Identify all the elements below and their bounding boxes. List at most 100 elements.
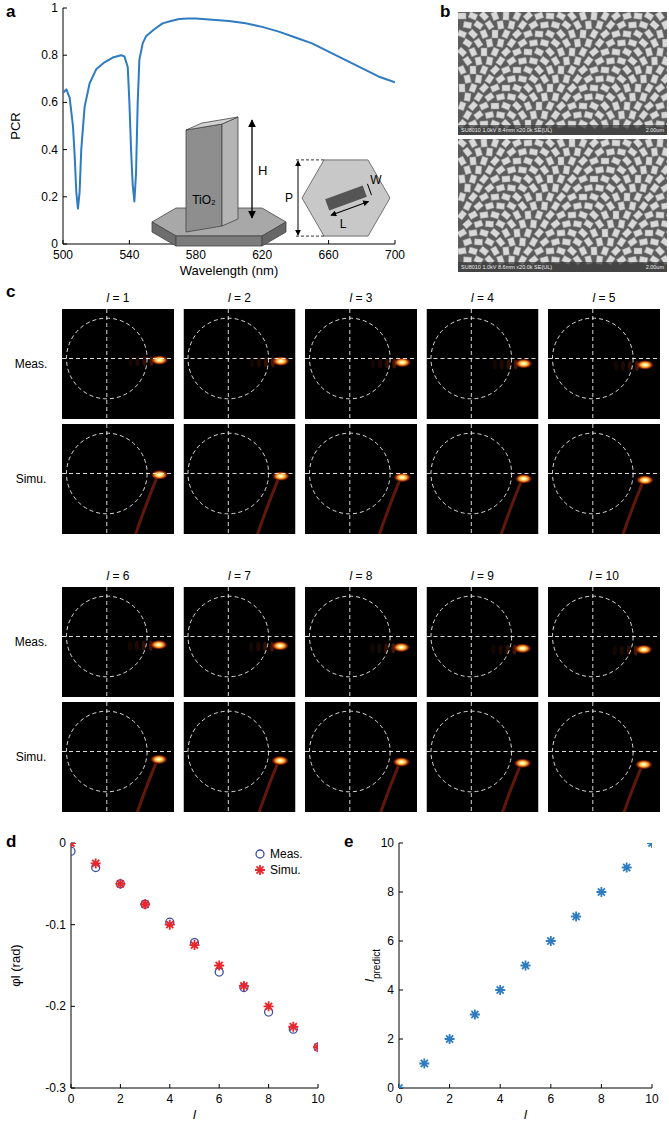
- fringe: [371, 358, 375, 368]
- focal-spot: [393, 357, 411, 367]
- sem-pillar: [479, 102, 489, 111]
- sem-pillar: [556, 247, 566, 255]
- sem-pillar: [590, 176, 598, 182]
- y-tick-label: 6: [387, 934, 394, 948]
- sem-pillar: [591, 12, 598, 20]
- sem-pillar: [545, 229, 555, 238]
- sem-pillar: [546, 192, 554, 202]
- sem-pillar: [617, 237, 626, 247]
- scale-tick: [619, 260, 620, 262]
- sem-pillar: [524, 101, 533, 111]
- image-title: l = 3: [349, 291, 372, 305]
- crosshair: [548, 473, 660, 474]
- sem-pillar: [639, 110, 649, 120]
- fringe: [506, 644, 510, 654]
- y-tick-label: 1: [51, 1, 58, 15]
- sem-pillar: [501, 193, 510, 201]
- sem-pillar: [530, 111, 537, 120]
- focal-spot: [272, 356, 290, 366]
- sem-pillar: [595, 166, 604, 173]
- sem-pillar: [562, 110, 572, 119]
- sem-pillar: [628, 22, 636, 29]
- sem-pillar: [557, 83, 566, 93]
- sem-pillar: [481, 139, 488, 147]
- sem-pillar: [568, 212, 576, 218]
- y-tick-label: 4: [387, 983, 394, 997]
- y-tick: [71, 1088, 75, 1089]
- sem-pillar: [622, 47, 632, 56]
- image-background: [62, 424, 174, 534]
- beam-image: [62, 587, 174, 697]
- star-marker: [239, 981, 249, 991]
- dimension-label: H: [258, 163, 267, 178]
- sem-pillar: [501, 139, 511, 148]
- sem-pillar: [640, 166, 647, 175]
- sem-pillar: [573, 20, 582, 30]
- sem-pillar: [524, 140, 532, 146]
- sem-pillar: [496, 56, 505, 66]
- sem-pillar: [568, 65, 577, 75]
- beam-image: [427, 702, 539, 812]
- x-axis-label: Wavelength (nm): [180, 263, 279, 278]
- sem-pillar: [469, 47, 478, 57]
- sem-pillar: [519, 238, 526, 247]
- sem-pillar: [545, 210, 555, 220]
- image-background: [62, 309, 174, 419]
- sem-pillar: [474, 183, 483, 193]
- sem-pillar: [529, 39, 538, 46]
- side-lobe: [257, 480, 278, 534]
- crosshair: [106, 702, 107, 812]
- sem-pillar: [530, 201, 538, 210]
- sem-pillar: [644, 101, 654, 111]
- sem-pillar: [463, 201, 472, 211]
- fringe: [128, 641, 132, 651]
- sem-pillar: [595, 56, 605, 65]
- sem-pillar: [551, 21, 560, 29]
- sem-pillar: [552, 184, 559, 193]
- sem-pillar: [624, 193, 630, 201]
- row-label: Simu.: [16, 472, 47, 486]
- x-tick-label: 6: [547, 1092, 554, 1106]
- fringe: [249, 642, 253, 652]
- sem-pillar: [644, 12, 654, 21]
- sem-pillar: [578, 65, 588, 75]
- sem-pillar: [574, 56, 582, 65]
- sem-pillar: [563, 57, 570, 66]
- sem-pillar: [567, 229, 577, 237]
- sem-pillar: [567, 83, 577, 93]
- sem-pillar: [600, 139, 610, 147]
- image-background: [184, 702, 296, 812]
- sem-pillar: [667, 194, 668, 200]
- sem-pillar: [569, 48, 576, 56]
- sem-pillar: [651, 57, 658, 65]
- sem-pillar: [558, 157, 564, 165]
- text-rest: = 6: [109, 569, 130, 583]
- y-tick: [399, 843, 403, 844]
- fringe: [628, 361, 632, 371]
- sem-pillar: [622, 65, 632, 75]
- sem-content: [458, 12, 667, 135]
- image-title: l = 10: [589, 569, 619, 583]
- italic-letter: l: [193, 1107, 197, 1122]
- sem-pillar: [485, 92, 495, 102]
- x-tick: [71, 1084, 72, 1088]
- sem-pillar: [622, 139, 632, 147]
- sem-pillar: [474, 239, 482, 246]
- panel-label: e: [344, 832, 353, 851]
- focal-spot: [271, 756, 289, 766]
- sem-pillar: [458, 65, 466, 75]
- text-rest: = 4: [474, 291, 495, 305]
- beam-image: [184, 587, 296, 697]
- sem-pillar: [458, 30, 467, 39]
- fringe: [499, 644, 503, 654]
- x-axis: [399, 1088, 652, 1089]
- focal-spot: [636, 475, 654, 485]
- x-tick-label: 580: [186, 248, 206, 262]
- sem-pillar: [540, 165, 550, 175]
- crosshair: [62, 358, 174, 359]
- sem-pillar: [640, 183, 648, 192]
- sem-pillar: [634, 192, 643, 202]
- sem-image: SU8010 1.0kV 8.6mm x20.0k SE(UL)2.00um: [457, 138, 669, 272]
- star-marker: [571, 912, 581, 922]
- sem-pillar: [501, 47, 511, 57]
